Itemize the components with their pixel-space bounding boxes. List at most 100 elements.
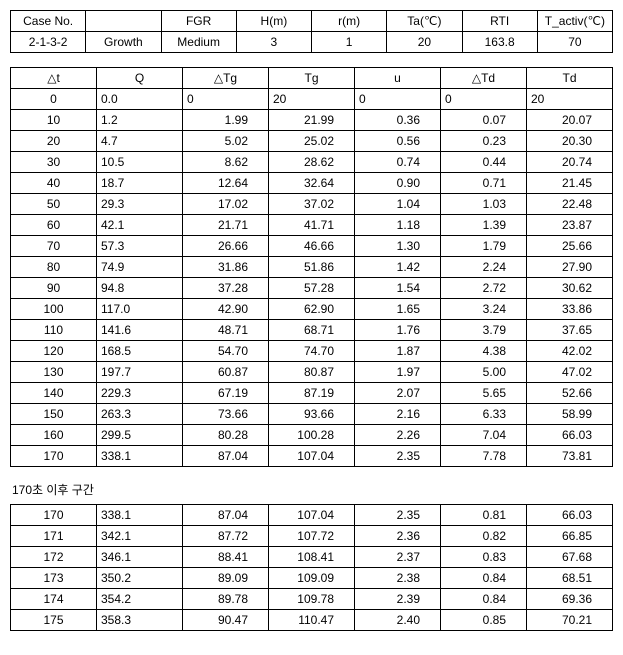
cell: 1.30 (355, 236, 441, 257)
column-header: Td (527, 68, 613, 89)
cell: 30.62 (527, 278, 613, 299)
cell: 2.39 (355, 589, 441, 610)
param-header: FGR (161, 11, 236, 32)
cell: 20 (527, 89, 613, 110)
table-row: 110141.648.7168.711.763.7937.65 (11, 320, 613, 341)
cell: 0.81 (441, 505, 527, 526)
cell: 0.0 (97, 89, 183, 110)
cell: 40 (11, 173, 97, 194)
cell: 1.2 (97, 110, 183, 131)
cell: 21.45 (527, 173, 613, 194)
cell: 0 (355, 89, 441, 110)
cell: 74.9 (97, 257, 183, 278)
cell: 0 (183, 89, 269, 110)
table-row: 150263.373.6693.662.166.3358.99 (11, 404, 613, 425)
cell: 0.07 (441, 110, 527, 131)
cell: 2.16 (355, 404, 441, 425)
table-row: 101.21.9921.990.360.0720.07 (11, 110, 613, 131)
table-row: 160299.580.28100.282.267.0466.03 (11, 425, 613, 446)
cell: 110 (11, 320, 97, 341)
cell: 70 (11, 236, 97, 257)
cell: 42.90 (183, 299, 269, 320)
cell: 90.47 (183, 610, 269, 631)
cell: 1.04 (355, 194, 441, 215)
cell: 60.87 (183, 362, 269, 383)
cell: 2.40 (355, 610, 441, 631)
cell: 48.71 (183, 320, 269, 341)
cell: 0.90 (355, 173, 441, 194)
cell: 197.7 (97, 362, 183, 383)
param-header (86, 11, 161, 32)
table-row: 4018.712.6432.640.900.7121.45 (11, 173, 613, 194)
param-header: Case No. (11, 11, 86, 32)
main-data-table: △tQ△TgTgu△TdTd 00.00200020101.21.9921.99… (10, 67, 613, 467)
cell: 120 (11, 341, 97, 362)
cell: 73.81 (527, 446, 613, 467)
cell: 18.7 (97, 173, 183, 194)
cell: 20.07 (527, 110, 613, 131)
cell: 1.76 (355, 320, 441, 341)
cell: 1.54 (355, 278, 441, 299)
cell: 1.42 (355, 257, 441, 278)
cell: 46.66 (269, 236, 355, 257)
cell: 27.90 (527, 257, 613, 278)
cell: 5.00 (441, 362, 527, 383)
column-header: △Tg (183, 68, 269, 89)
column-header: Q (97, 68, 183, 89)
table-row: 120168.554.7074.701.874.3842.02 (11, 341, 613, 362)
cell: 1.65 (355, 299, 441, 320)
cell: 22.48 (527, 194, 613, 215)
cell: 31.86 (183, 257, 269, 278)
table-row: 174354.289.78109.782.390.8469.36 (11, 589, 613, 610)
cell: 90 (11, 278, 97, 299)
cell: 170 (11, 446, 97, 467)
cell: 42.1 (97, 215, 183, 236)
cell: 70.21 (527, 610, 613, 631)
cell: 57.3 (97, 236, 183, 257)
cell: 93.66 (269, 404, 355, 425)
cell: 1.79 (441, 236, 527, 257)
cell: 33.86 (527, 299, 613, 320)
table-row: 8074.931.8651.861.422.2427.90 (11, 257, 613, 278)
cell: 5.02 (183, 131, 269, 152)
cell: 12.64 (183, 173, 269, 194)
param-header: Ta(℃) (387, 11, 462, 32)
cell: 20 (269, 89, 355, 110)
cell: 10 (11, 110, 97, 131)
cell: 5.65 (441, 383, 527, 404)
table-row: 00.00200020 (11, 89, 613, 110)
cell: 69.36 (527, 589, 613, 610)
param-header: T_activ(℃) (537, 11, 612, 32)
after-section-label: 170초 이후 구간 (12, 481, 613, 498)
cell: 37.02 (269, 194, 355, 215)
cell: 346.1 (97, 547, 183, 568)
cell: 170 (11, 505, 97, 526)
cell: 173 (11, 568, 97, 589)
table-row: 204.75.0225.020.560.2320.30 (11, 131, 613, 152)
cell: 54.70 (183, 341, 269, 362)
cell: 37.28 (183, 278, 269, 299)
cell: 168.5 (97, 341, 183, 362)
cell: 87.04 (183, 505, 269, 526)
table-row: 6042.121.7141.711.181.3923.87 (11, 215, 613, 236)
cell: 66.03 (527, 425, 613, 446)
cell: 51.86 (269, 257, 355, 278)
cell: 107.04 (269, 446, 355, 467)
cell: 0.23 (441, 131, 527, 152)
cell: 107.04 (269, 505, 355, 526)
cell: 0.85 (441, 610, 527, 631)
cell: 32.64 (269, 173, 355, 194)
cell: 7.78 (441, 446, 527, 467)
cell: 42.02 (527, 341, 613, 362)
cell: 2.26 (355, 425, 441, 446)
table-row: 170338.187.04107.042.350.8166.03 (11, 505, 613, 526)
cell: 10.5 (97, 152, 183, 173)
column-header: u (355, 68, 441, 89)
cell: 17.02 (183, 194, 269, 215)
cell: 263.3 (97, 404, 183, 425)
cell: 229.3 (97, 383, 183, 404)
cell: 23.87 (527, 215, 613, 236)
cell: 1.18 (355, 215, 441, 236)
cell: 1.39 (441, 215, 527, 236)
cell: 80.28 (183, 425, 269, 446)
